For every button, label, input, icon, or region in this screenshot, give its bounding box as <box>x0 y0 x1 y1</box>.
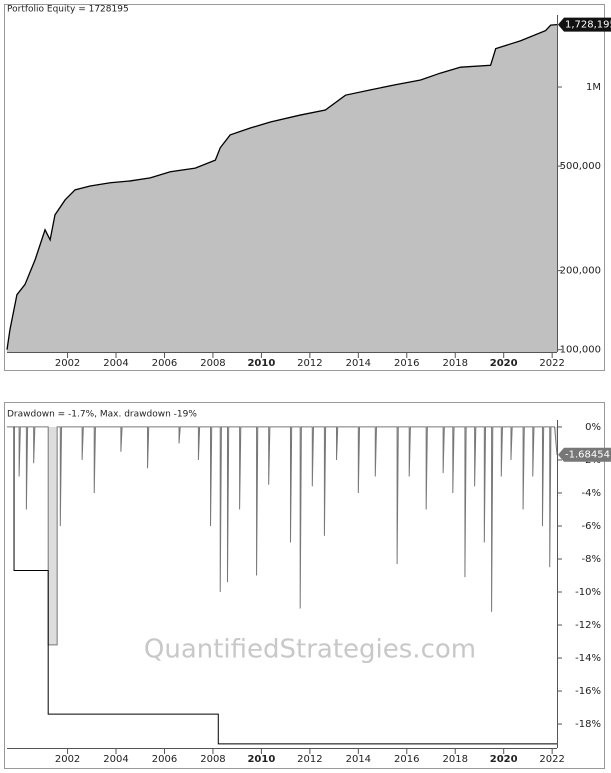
x-tick-label: 2018 <box>443 358 468 369</box>
x-tick-label: 2014 <box>346 358 371 369</box>
last-value-label: -1.68454 <box>565 450 610 461</box>
x-tick-label: 2010 <box>247 754 275 765</box>
drawdown-panel <box>4 402 605 769</box>
y-tick-label: 0% <box>585 422 601 433</box>
line <box>7 426 558 646</box>
x-tick-label: 2006 <box>152 358 177 369</box>
x-tick-label: 2008 <box>200 754 225 765</box>
x-tick-label: 2004 <box>103 754 128 765</box>
y-tick-label: -14% <box>575 653 601 664</box>
x-tick-label: 2006 <box>152 754 177 765</box>
x-tick-label: 2016 <box>394 754 419 765</box>
y-tick-label: -6% <box>582 521 601 532</box>
chart-title: Portfolio Equity = 1728195 <box>7 5 129 15</box>
x-tick-label: 2014 <box>346 754 371 765</box>
x-tick-label: 2002 <box>55 754 80 765</box>
x-tick-label: 2008 <box>200 358 225 369</box>
y-tick-label: 200,000 <box>560 266 601 277</box>
x-tick-label: 2020 <box>490 358 518 369</box>
y-tick-label: -4% <box>582 488 601 499</box>
y-tick-label: -16% <box>575 686 601 697</box>
x-tick-label: 2012 <box>297 754 322 765</box>
x-tick-label: 2002 <box>55 358 80 369</box>
max-drawdown-line <box>13 426 557 745</box>
y-tick-label: 1M <box>586 82 601 93</box>
y-tick-label: -12% <box>575 620 601 631</box>
x-tick-label: 2022 <box>539 358 564 369</box>
x-tick-label: 2020 <box>490 754 518 765</box>
y-tick-label: 100,000 <box>560 345 601 356</box>
last-value-label: 1,728,195 <box>565 20 611 31</box>
x-tick-label: 2022 <box>539 754 564 765</box>
y-tick-label: -10% <box>575 587 601 598</box>
x-tick-label: 2012 <box>297 358 322 369</box>
last-value-box <box>558 17 611 32</box>
chart-title: Drawdown = -1.7%, Max. drawdown -19% <box>7 410 197 420</box>
y-tick-label: -8% <box>582 554 601 565</box>
area-fill <box>7 24 557 352</box>
x-tick-label: 2016 <box>394 358 419 369</box>
watermark: QuantifiedStrategies.com <box>144 635 476 665</box>
line <box>6 23 558 350</box>
last-value-box <box>558 447 611 462</box>
x-tick-label: 2004 <box>103 358 128 369</box>
y-tick-label: -18% <box>575 719 601 730</box>
y-tick-label: 500,000 <box>560 161 601 172</box>
x-tick-label: 2010 <box>247 358 275 369</box>
x-tick-label: 2018 <box>443 754 468 765</box>
